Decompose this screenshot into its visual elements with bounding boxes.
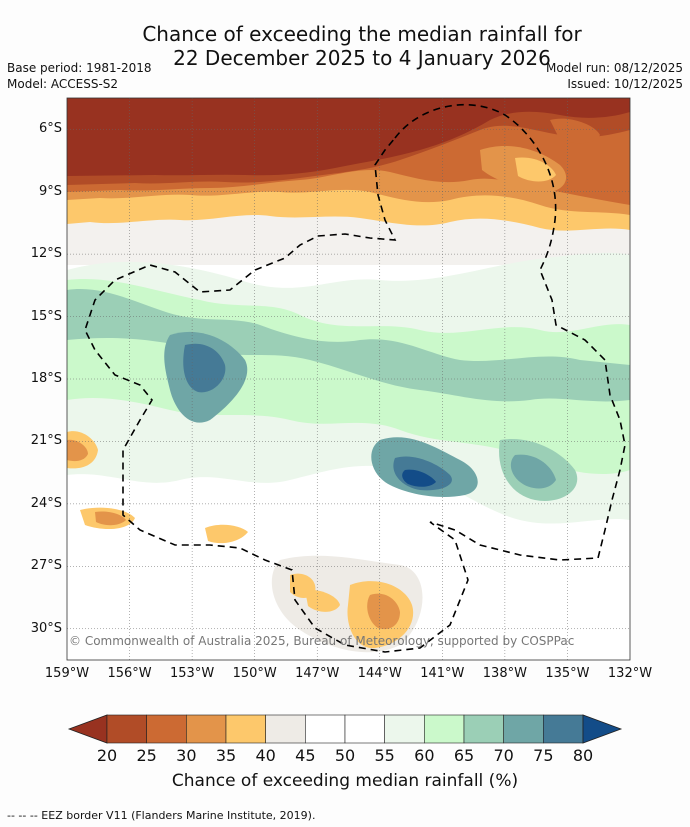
- colorbar-segment: [424, 714, 465, 744]
- colorbar-segment: [106, 714, 147, 744]
- title-line-1: Chance of exceeding the median rainfall …: [142, 22, 582, 46]
- longitude-tick-label: 156°W: [107, 666, 152, 681]
- dry-north-darkest: [67, 98, 630, 176]
- longitude-tick-label: 159°W: [44, 666, 90, 681]
- rainfall-map: [66, 97, 631, 661]
- copyright-notice: © Commonwealth of Australia 2025, Bureau…: [69, 634, 575, 648]
- latitude-tick-label: 15°S: [30, 308, 62, 324]
- latitude-tick-label: 12°S: [30, 246, 62, 262]
- colorbar-tick-label: 55: [374, 746, 395, 765]
- dry-patch-south-3: [305, 589, 340, 612]
- colorbar-extend-high: [582, 714, 623, 744]
- latitude-tick-label: 6°S: [38, 121, 62, 137]
- latitude-tick-label: 24°S: [30, 495, 62, 511]
- dry-patch-northeast-core: [515, 157, 556, 182]
- field-patches: [67, 98, 630, 660]
- colorbar-segment: [543, 714, 584, 744]
- colorbar: [67, 714, 623, 744]
- green-region-dark: [67, 289, 630, 402]
- colorbar-tick-label: 20: [96, 746, 118, 765]
- latitude-tick-label: 21°S: [30, 433, 62, 449]
- dark-blue-patch-east: [402, 469, 436, 487]
- dry-core-west-2: [95, 511, 126, 526]
- longitude-tick-label: 147°W: [295, 666, 340, 681]
- dry-core-west: [67, 439, 88, 462]
- colorbar-segment: [225, 714, 266, 744]
- colorbar-tick-label: 30: [176, 746, 197, 765]
- model-name: Model: ACCESS-S2: [7, 77, 119, 91]
- colorbar-tick-label: 60: [414, 746, 435, 765]
- model-run: Model run: 08/12/2025: [545, 61, 683, 75]
- meta-right: Model run: 08/12/2025 Issued: 10/12/2025: [546, 60, 683, 92]
- colorbar-segment: [503, 714, 544, 744]
- teal-patch-southeast: [510, 454, 556, 489]
- latitude-tick-label: 18°S: [30, 371, 62, 386]
- colorbar-tick-label: 45: [295, 746, 316, 765]
- colorbar-extend-low: [67, 714, 108, 744]
- longitude-tick-label: 141°W: [420, 666, 465, 681]
- blue-patch-west: [183, 343, 226, 393]
- colorbar-tick-label: 40: [255, 746, 276, 765]
- map-frame: [66, 97, 631, 661]
- colorbar-tick-label: 75: [533, 746, 554, 765]
- longitude-tick-label: 138°W: [482, 666, 527, 681]
- colorbar-segment: [186, 714, 227, 744]
- base-period: Base period: 1981-2018: [7, 61, 152, 75]
- colorbar-segment: [265, 714, 306, 744]
- meta-left: Base period: 1981-2018 Model: ACCESS-S2: [7, 60, 152, 92]
- graticule: [67, 98, 630, 660]
- colorbar-tick-label: 70: [493, 746, 514, 765]
- latitude-tick-label: 9°S: [38, 183, 62, 199]
- colorbar-tick-label: 65: [453, 746, 475, 765]
- colorbar-segment: [305, 714, 346, 744]
- colorbar-segment: [344, 714, 385, 744]
- latitude-tick-label: 27°S: [30, 558, 62, 574]
- longitude-tick-label: 150°W: [232, 666, 277, 681]
- latitude-tick-label: 30°S: [30, 620, 62, 636]
- colorbar-segment: [384, 714, 425, 744]
- colorbar-tick-label: 25: [136, 746, 157, 765]
- colorbar-tick-label: 50: [334, 746, 356, 765]
- title-line-2: 22 December 2025 to 4 January 2026: [173, 46, 551, 70]
- dry-core-south: [367, 593, 400, 630]
- colorbar-tick-label: 35: [215, 746, 237, 765]
- colorbar-tick-label: 80: [572, 746, 594, 765]
- issued-date: Issued: 10/12/2025: [567, 77, 683, 91]
- dry-patch-southwest: [205, 524, 248, 544]
- dry-patch-northeast-2: [550, 118, 600, 144]
- longitude-tick-label: 132°W: [607, 666, 653, 681]
- colorbar-segment: [146, 714, 187, 744]
- map-title: Chance of exceeding the median rainfall …: [0, 22, 690, 70]
- colorbar-segment: [463, 714, 504, 744]
- longitude-tick-label: 144°W: [357, 666, 402, 681]
- longitude-tick-label: 135°W: [545, 666, 590, 681]
- eez-legend-note: -- -- -- EEZ border V11 (Flanders Marine…: [7, 809, 316, 822]
- colorbar-title: Chance of exceeding median rainfall (%): [171, 771, 519, 791]
- longitude-tick-label: 153°W: [170, 666, 215, 681]
